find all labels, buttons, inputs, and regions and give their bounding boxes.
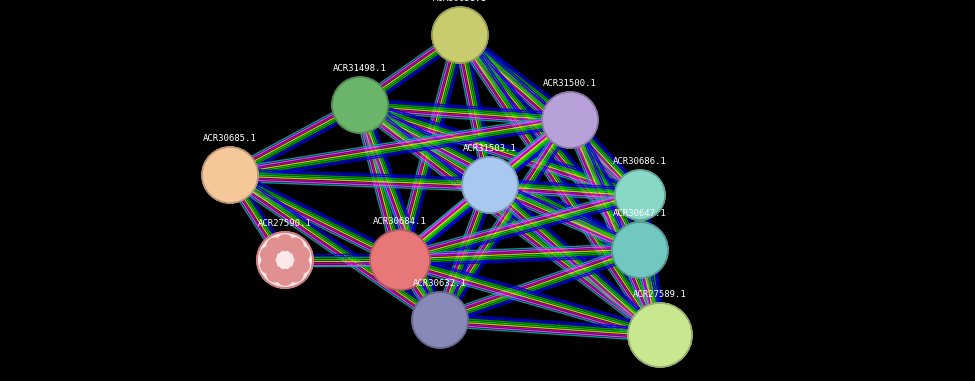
Text: ACR30684.1: ACR30684.1 [373, 217, 427, 226]
Circle shape [260, 247, 276, 263]
Circle shape [293, 247, 309, 263]
Circle shape [260, 258, 276, 273]
Text: ACR31498.1: ACR31498.1 [333, 64, 387, 73]
Circle shape [202, 147, 258, 203]
Circle shape [628, 303, 692, 367]
Text: ACR30686.1: ACR30686.1 [613, 157, 667, 166]
Circle shape [288, 238, 303, 254]
Text: ACR30647.1: ACR30647.1 [613, 209, 667, 218]
Text: ACR31503.1: ACR31503.1 [463, 144, 517, 153]
Circle shape [412, 292, 468, 348]
Circle shape [615, 170, 665, 220]
Text: ACR27589.1: ACR27589.1 [633, 290, 686, 299]
Circle shape [257, 232, 313, 288]
Circle shape [370, 230, 430, 290]
Circle shape [277, 235, 292, 250]
Circle shape [293, 258, 309, 273]
Circle shape [332, 77, 388, 133]
Text: ACR30631.1: ACR30631.1 [433, 0, 487, 3]
Circle shape [462, 157, 518, 213]
Text: ACR27590.1: ACR27590.1 [258, 219, 312, 228]
Circle shape [267, 266, 283, 282]
Circle shape [612, 222, 668, 278]
Circle shape [432, 7, 488, 63]
Text: ACR31500.1: ACR31500.1 [543, 79, 597, 88]
Text: ACR30632.1: ACR30632.1 [413, 279, 467, 288]
Circle shape [288, 266, 303, 282]
Circle shape [542, 92, 598, 148]
Circle shape [267, 238, 283, 254]
Circle shape [277, 269, 292, 285]
Text: ACR30685.1: ACR30685.1 [203, 134, 256, 143]
